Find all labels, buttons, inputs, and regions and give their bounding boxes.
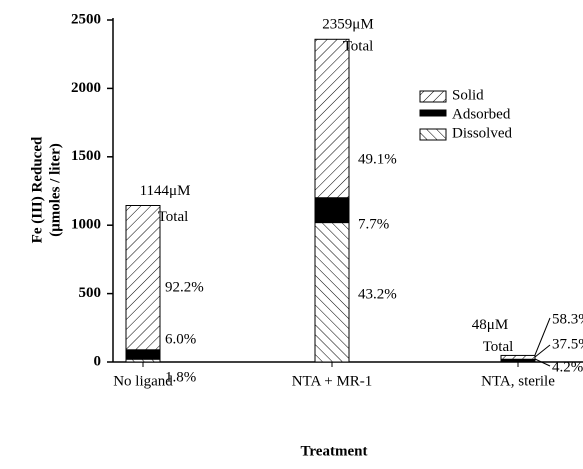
x-tick-label: No ligand <box>113 373 173 389</box>
percent-label: 37.5% <box>552 336 583 352</box>
y-axis-title: (μmoles / liter) <box>47 143 63 236</box>
y-tick-label: 1500 <box>71 148 101 164</box>
percent-label: 6.0% <box>165 331 196 347</box>
y-tick-label: 500 <box>79 285 102 301</box>
y-tick-label: 2500 <box>71 11 101 27</box>
total-label: 1144μM <box>140 183 191 199</box>
y-tick-label: 0 <box>94 353 102 369</box>
y-axis-title: Fe (III) Reduced <box>29 136 45 243</box>
leader-line <box>534 317 551 356</box>
percent-label: 92.2% <box>165 279 204 295</box>
legend-label: Dissolved <box>452 125 513 141</box>
bar-segment <box>125 349 161 360</box>
legend-label: Solid <box>452 87 484 103</box>
legend-label: Adsorbed <box>452 106 511 122</box>
x-tick-label: NTA, sterile <box>481 373 555 389</box>
percent-label: 58.3% <box>552 311 583 327</box>
y-tick-label: 2000 <box>71 80 101 96</box>
percent-label: 7.7% <box>358 216 389 232</box>
percent-label: 1.8% <box>165 369 196 385</box>
leader-line <box>534 358 551 367</box>
bar-segment <box>314 38 350 199</box>
percent-label: 4.2% <box>552 359 583 375</box>
legend-swatch <box>419 128 447 141</box>
total-label: Total <box>343 39 374 55</box>
bar-segment <box>314 197 350 224</box>
x-tick-label: NTA + MR-1 <box>292 373 373 389</box>
y-tick-label: 1000 <box>71 217 101 233</box>
bar-segment <box>125 205 161 351</box>
total-label: Total <box>483 339 514 355</box>
total-label: Total <box>158 209 189 225</box>
total-label: 48μM <box>472 317 508 333</box>
legend-swatch <box>419 90 447 103</box>
leader-line <box>534 344 551 358</box>
percent-label: 49.1% <box>358 151 397 167</box>
x-axis-title: Treatment <box>301 443 368 459</box>
percent-label: 43.2% <box>358 286 397 302</box>
total-label: 2359μM <box>322 17 373 33</box>
bar-segment <box>314 222 350 363</box>
legend-swatch <box>419 109 447 117</box>
bar-segment <box>500 354 536 360</box>
